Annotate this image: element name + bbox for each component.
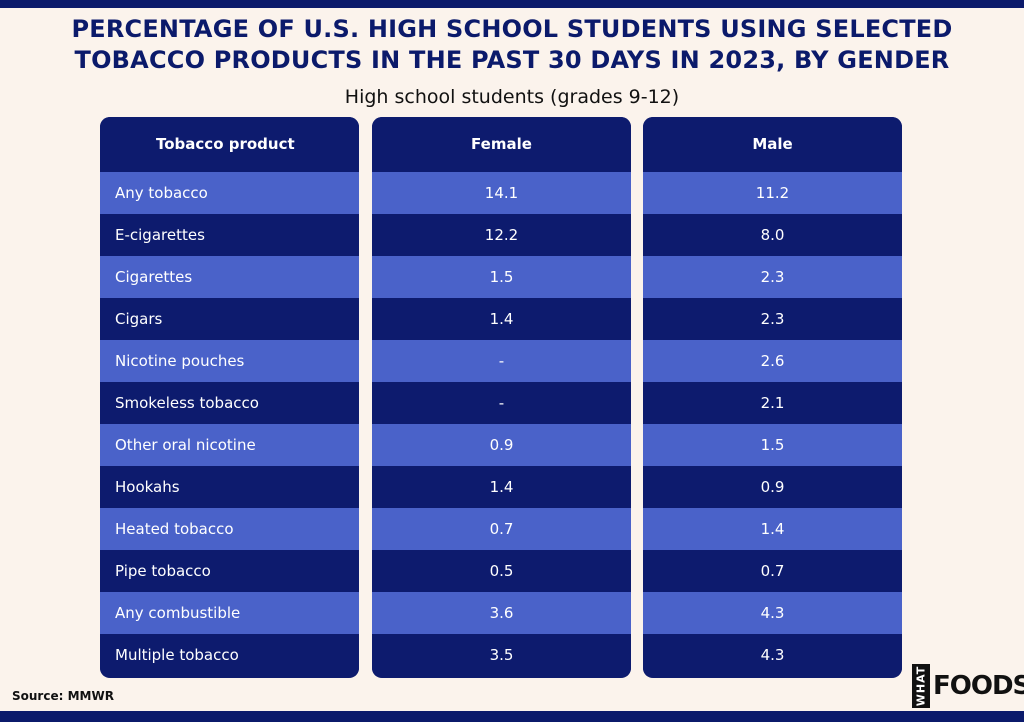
male-cell: 1.4 — [643, 508, 902, 550]
logo-mark: WHAT — [912, 664, 930, 708]
product-cell: Smokeless tobacco — [100, 382, 359, 424]
female-cell: 1.4 — [372, 466, 631, 508]
female-cell: - — [372, 340, 631, 382]
male-cell: 4.3 — [643, 634, 902, 676]
product-cell: Cigars — [100, 298, 359, 340]
logo-mark-text: WHAT — [914, 665, 928, 707]
female-cell: 0.7 — [372, 508, 631, 550]
brand-logo: WHAT FOODS — [912, 664, 1024, 708]
product-cell: Any combustible — [100, 592, 359, 634]
product-rows: Any tobacco E-cigarettes Cigarettes Cigars N… — [100, 172, 359, 676]
female-cell: 0.5 — [372, 550, 631, 592]
male-cell: 1.5 — [643, 424, 902, 466]
male-column: Male 11.2 8.0 2.3 2.3 2.6 2.1 1.5 0.9 1.4 0.7 4.3 4… — [643, 117, 902, 678]
top-border — [0, 0, 1024, 8]
product-cell: Any tobacco — [100, 172, 359, 214]
female-rows: 14.1 12.2 1.5 1.4- -0.9 1.4 0.7 0.5 3.6 3.5 — [372, 172, 631, 676]
column-header-product: Tobacco product — [100, 117, 359, 172]
product-cell: Other oral nicotine — [100, 424, 359, 466]
column-header-female: Female — [372, 117, 631, 172]
product-cell: Pipe tobacco — [100, 550, 359, 592]
product-cell: Nicotine pouches — [100, 340, 359, 382]
male-cell: 2.6 — [643, 340, 902, 382]
male-cell: 2.1 — [643, 382, 902, 424]
female-cell: 12.2 — [372, 214, 631, 256]
logo-text: FOODS — [933, 671, 1024, 701]
female-cell: 1.5 — [372, 256, 631, 298]
chart-title-line-1: PERCENTAGE OF U.S. HIGH SCHOOL STUDENTS … — [71, 15, 953, 43]
male-cell: 0.9 — [643, 466, 902, 508]
male-cell: 2.3 — [643, 256, 902, 298]
female-cell: 1.4 — [372, 298, 631, 340]
chart-title: PERCENTAGE OF U.S. HIGH SCHOOL STUDENTS … — [0, 14, 1024, 76]
female-cell: 3.5 — [372, 634, 631, 676]
chart-title-line-2: TOBACCO PRODUCTS IN THE PAST 30 DAYS IN … — [74, 46, 950, 74]
product-cell: Cigarettes — [100, 256, 359, 298]
column-header-male: Male — [643, 117, 902, 172]
product-column: Tobacco product Any tobacco E-cigarettes C… — [100, 117, 359, 678]
chart-subtitle: High school students (grades 9-12) — [344, 86, 680, 108]
male-rows: 11.2 8.0 2.3 2.3 2.6 2.1 1.5 0.9 1.4 0.7 4.3 4.3 — [643, 172, 902, 676]
female-cell: 14.1 — [372, 172, 631, 214]
product-cell: Heated tobacco — [100, 508, 359, 550]
product-cell: E-cigarettes — [100, 214, 359, 256]
source-note: Source: MMWR — [12, 689, 114, 703]
female-cell: 3.6 — [372, 592, 631, 634]
male-cell: 8.0 — [643, 214, 902, 256]
male-cell: 11.2 — [643, 172, 902, 214]
product-cell: Hookahs — [100, 466, 359, 508]
male-cell: 4.3 — [643, 592, 902, 634]
male-cell: 0.7 — [643, 550, 902, 592]
female-column: Female 14.1 12.2 1.5 1.4- -0.9 1.4 0.7 0.5 3.6 3.… — [372, 117, 631, 678]
female-cell: - — [372, 382, 631, 424]
female-cell: 0.9 — [372, 424, 631, 466]
male-cell: 2.3 — [643, 298, 902, 340]
bottom-border — [0, 711, 1024, 722]
product-cell: Multiple tobacco — [100, 634, 359, 676]
